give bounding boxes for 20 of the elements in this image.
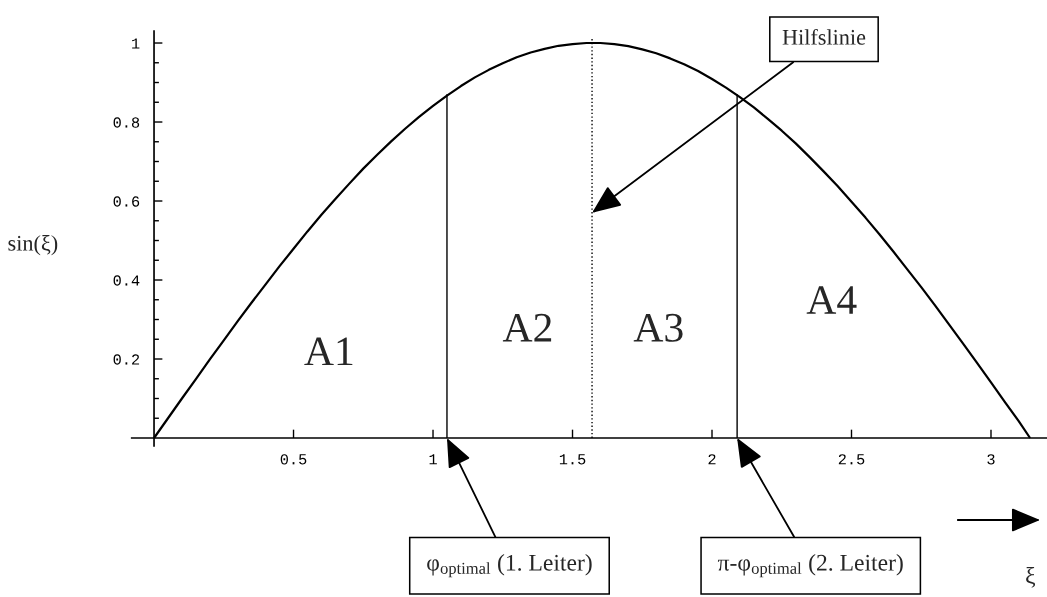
x-tick-label: 1.5 (559, 454, 586, 465)
annotation: A3 (633, 313, 683, 342)
y-tick-label: 0.4 (113, 275, 140, 286)
y-tick-label: 0.2 (113, 354, 140, 365)
annotation: A1 (304, 337, 353, 366)
y-tick-label: 1 (132, 38, 140, 49)
y-tick-label: 0.8 (113, 117, 140, 128)
x-tick-label: 3 (987, 454, 995, 465)
annotation: A4 (806, 286, 857, 314)
annotation: π-φ$_{optimal}$ (2. Leiter) (717, 554, 903, 578)
x-tick-label: 2.5 (838, 454, 865, 465)
y-tick-label: 0.6 (113, 196, 140, 207)
annotation: φ$_{optimal}$ (1. Leiter) (427, 554, 592, 578)
x-axis-title: ξ (1026, 566, 1036, 588)
x-tick-label: 2 (708, 454, 716, 465)
annotation: A2 (502, 313, 552, 342)
y-axis-title: sin(ξ) (8, 235, 58, 256)
annotation: Hilfslinie (782, 28, 866, 45)
x-tick-label: 1 (429, 454, 437, 465)
x-tick-label: 0.5 (280, 454, 307, 465)
